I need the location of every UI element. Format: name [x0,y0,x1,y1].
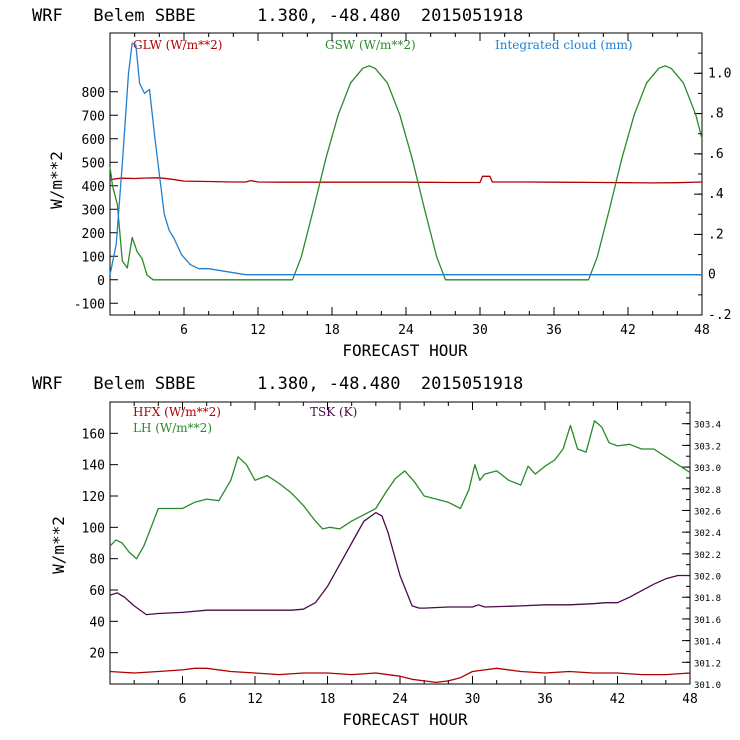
y-tick-label: 120 [82,490,105,505]
panel-radiation: WRF Belem SBBE 1.380, -48.480 2015051918… [32,6,731,360]
y2-tick-label: .2 [708,227,724,242]
y-tick-label: 80 [89,553,105,568]
panel2-legend: HFX (W/m**2) LH (W/m**2) TSK (K) [133,405,357,435]
series-line-glw [109,175,703,184]
panel1-title: WRF Belem SBBE 1.380, -48.480 2015051918 [32,6,523,26]
y2-tick-label: 301.8 [694,594,721,604]
y-tick-label: 200 [82,227,105,242]
y-tick-label: 0 [97,274,105,289]
y-tick-label: 400 [82,180,105,195]
series-line-integrated [109,42,702,276]
series-line-gsw [109,65,703,281]
legend-tsk: TSK (K) [310,405,357,419]
y2-tick-label: 1.0 [708,66,731,81]
y-tick-label: 100 [82,521,105,536]
panel1-plot: 6 12 18 24 30 36 42 48 -100 0 100 200 300 400 500 600 70… [74,32,731,338]
y-tick-label: 20 [89,647,105,662]
x-tick-label: 36 [546,323,562,338]
panel2-ylabel: W/m**2 [49,516,68,574]
y2-tick-label: 301.4 [694,638,721,648]
y2-tick-label: 303.2 [694,442,721,452]
x-tick-label: 24 [392,692,408,707]
y2-tick-label: 302.8 [694,486,721,496]
panel1-legend: GLW (W/m**2) GSW (W/m**2) Integrated clo… [133,38,633,52]
x-tick-label: 48 [694,323,710,338]
y2-tick-label: 301.0 [694,681,721,691]
y2-tick-label: .4 [708,187,724,202]
y2-tick-label: 301.2 [694,659,721,669]
y-tick-label: 300 [82,203,105,218]
x-tick-label: 18 [320,692,336,707]
y2-tick-label: 302.0 [694,573,721,583]
y-tick-label: 100 [82,250,105,265]
y2-tick-label: 303.0 [694,464,721,474]
legend-hfx: HFX (W/m**2) [133,405,221,419]
series-line-lh [109,420,691,560]
x-tick-label: 42 [610,692,626,707]
legend-glw: GLW (W/m**2) [133,38,222,52]
panel-surface-fluxes: WRF Belem SBBE 1.380, -48.480 2015051918… [32,374,721,729]
panel1-ylabel: W/m**2 [47,151,66,209]
y2-tick-label: .8 [708,107,724,122]
x-tick-label: 30 [472,323,488,338]
panel2-title: WRF Belem SBBE 1.380, -48.480 2015051918 [32,374,523,394]
panel1-xlabel: FORECAST HOUR [342,341,468,360]
y2-tick-label: 0 [708,268,716,283]
y2-tick-label: 303.4 [694,421,721,431]
x-tick-label: 6 [180,323,188,338]
series-line-tsk [109,511,690,616]
legend-gsw: GSW (W/m**2) [325,38,416,52]
y2-tick-label: 302.2 [694,551,721,561]
x-tick-label: 6 [179,692,187,707]
y-tick-label: 600 [82,133,105,148]
y-tick-label: 40 [89,615,105,630]
y-tick-label: 160 [82,427,105,442]
y-tick-label: 140 [82,459,105,474]
y-tick-label: 800 [82,86,105,101]
y2-tick-label: .6 [708,147,724,162]
y2-tick-label: 301.6 [694,616,721,626]
x-tick-label: 24 [398,323,414,338]
y2-tick-label: 302.6 [694,507,721,517]
y2-tick-label: -.2 [708,308,731,323]
x-tick-label: 30 [465,692,481,707]
legend-integrated-cloud: Integrated cloud (mm) [495,38,633,52]
panel2-xlabel: FORECAST HOUR [342,710,468,729]
y2-tick-label: 302.4 [694,529,721,539]
y-tick-label: 60 [89,584,105,599]
x-tick-label: 48 [682,692,698,707]
y-tick-label: 500 [82,156,105,171]
x-tick-label: 12 [250,323,266,338]
x-tick-label: 42 [620,323,636,338]
x-tick-label: 12 [247,692,263,707]
x-tick-label: 18 [324,323,340,338]
y-tick-label: -100 [74,297,105,312]
series-line-hfx [109,667,691,684]
x-tick-label: 36 [537,692,553,707]
legend-lh: LH (W/m**2) [133,421,212,435]
y-tick-label: 700 [82,109,105,124]
panel2-plot: 6 12 18 24 30 36 42 48 20 40 60 80 100 120 140 160 301.0… [82,401,721,707]
